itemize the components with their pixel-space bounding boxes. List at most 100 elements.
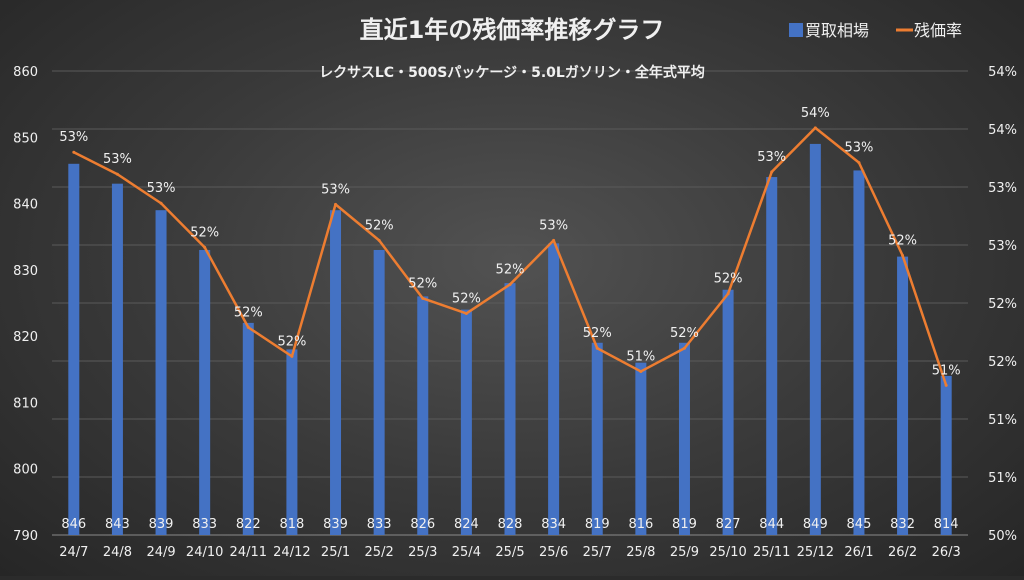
- bar: [111, 183, 123, 535]
- line-point: [72, 150, 76, 154]
- line-point: [595, 346, 599, 350]
- bar: [853, 170, 865, 535]
- x-tick-label: 24/9: [146, 545, 175, 560]
- line-point: [115, 172, 119, 176]
- bar-data-label: 819: [672, 517, 697, 532]
- line-data-label: 53%: [757, 150, 786, 165]
- line-point: [290, 354, 294, 358]
- x-tick-label: 25/5: [495, 545, 524, 560]
- line-point: [508, 282, 512, 286]
- legend-swatch-bar: [789, 23, 803, 37]
- x-tick-label: 25/7: [583, 545, 612, 560]
- bar-data-label: 844: [759, 517, 784, 532]
- line-point: [334, 202, 338, 206]
- legend-label-line: 残価率: [914, 21, 962, 40]
- line-point: [901, 253, 905, 257]
- line-data-label: 53%: [539, 218, 568, 233]
- y-left-tick-label: 820: [13, 330, 38, 345]
- line-data-label: 53%: [59, 130, 88, 145]
- bar-data-label: 822: [236, 517, 261, 532]
- line-data-label: 51%: [626, 349, 655, 364]
- line-point: [813, 126, 817, 130]
- x-tick-label: 25/11: [753, 545, 790, 560]
- line-point: [944, 383, 948, 387]
- line-point: [770, 170, 774, 174]
- line-data-label: 52%: [452, 291, 481, 306]
- y-right-tick-label: 52%: [988, 297, 1017, 312]
- bar-data-label: 828: [498, 517, 523, 532]
- line-data-label: 52%: [365, 218, 394, 233]
- line-data-label: 52%: [277, 334, 306, 349]
- bar: [504, 283, 516, 535]
- bar-data-label: 833: [367, 517, 392, 532]
- line-data-label: 53%: [103, 152, 132, 167]
- bar: [286, 349, 298, 535]
- bar: [766, 177, 778, 536]
- line-data-label: 53%: [321, 182, 350, 197]
- line-data-label: 52%: [496, 262, 525, 277]
- x-tick-label: 25/1: [321, 545, 350, 560]
- bar: [809, 143, 821, 535]
- line-point: [246, 325, 250, 329]
- bar: [722, 289, 734, 535]
- y-right-tick-label: 52%: [988, 355, 1017, 370]
- y-left-tick-label: 860: [13, 65, 38, 80]
- x-tick-label: 24/8: [103, 545, 132, 560]
- bar: [940, 375, 952, 535]
- line-data-label: 52%: [583, 326, 612, 341]
- y-left-tick-label: 790: [13, 529, 38, 544]
- bar: [591, 342, 603, 535]
- y-right-tick-label: 51%: [988, 471, 1017, 486]
- bar-data-label: 849: [803, 517, 828, 532]
- line-point: [159, 201, 163, 205]
- line-data-label: 52%: [714, 272, 743, 287]
- bar: [155, 210, 167, 535]
- line-data-label: 52%: [888, 233, 917, 248]
- y-right-tick-label: 54%: [988, 65, 1017, 80]
- bar-data-label: 845: [847, 517, 872, 532]
- bar: [548, 243, 560, 536]
- line-point: [726, 292, 730, 296]
- line-data-label: 52%: [234, 305, 263, 320]
- line-point: [464, 311, 468, 315]
- x-tick-label: 25/4: [452, 545, 481, 560]
- line-data-label: 51%: [932, 363, 961, 378]
- x-tick-label: 24/11: [230, 545, 267, 560]
- bar: [242, 322, 254, 535]
- y-right-tick-label: 51%: [988, 413, 1017, 428]
- line-point: [639, 369, 643, 373]
- bar-data-label: 843: [105, 517, 130, 532]
- bar-data-label: 818: [279, 517, 304, 532]
- line-point: [857, 161, 861, 165]
- x-tick-label: 25/12: [797, 545, 834, 560]
- x-tick-label: 25/8: [626, 545, 655, 560]
- bar-data-label: 839: [323, 517, 348, 532]
- x-tick-label: 25/9: [670, 545, 699, 560]
- x-tick-label: 24/12: [273, 545, 310, 560]
- x-tick-label: 26/3: [932, 545, 961, 560]
- y-left-tick-label: 850: [13, 131, 38, 146]
- bar: [199, 249, 211, 535]
- line-data-label: 52%: [670, 326, 699, 341]
- bar: [373, 249, 385, 535]
- line-point: [682, 346, 686, 350]
- line-data-label: 53%: [844, 141, 873, 156]
- bar-data-label: 839: [149, 517, 174, 532]
- y-right-tick-label: 50%: [988, 529, 1017, 544]
- x-tick-label: 26/2: [888, 545, 917, 560]
- y-right-tick-label: 54%: [988, 123, 1017, 138]
- bar: [897, 256, 909, 535]
- bar: [330, 210, 342, 535]
- x-tick-label: 26/1: [844, 545, 873, 560]
- line-data-label: 52%: [408, 276, 437, 291]
- bar-data-label: 826: [410, 517, 435, 532]
- y-right-tick-label: 53%: [988, 181, 1017, 196]
- line-data-label: 52%: [190, 225, 219, 240]
- bar-data-label: 827: [716, 517, 741, 532]
- bar-data-label: 833: [192, 517, 217, 532]
- bar-data-label: 846: [61, 517, 86, 532]
- bar: [460, 309, 472, 535]
- x-tick-label: 25/10: [709, 545, 746, 560]
